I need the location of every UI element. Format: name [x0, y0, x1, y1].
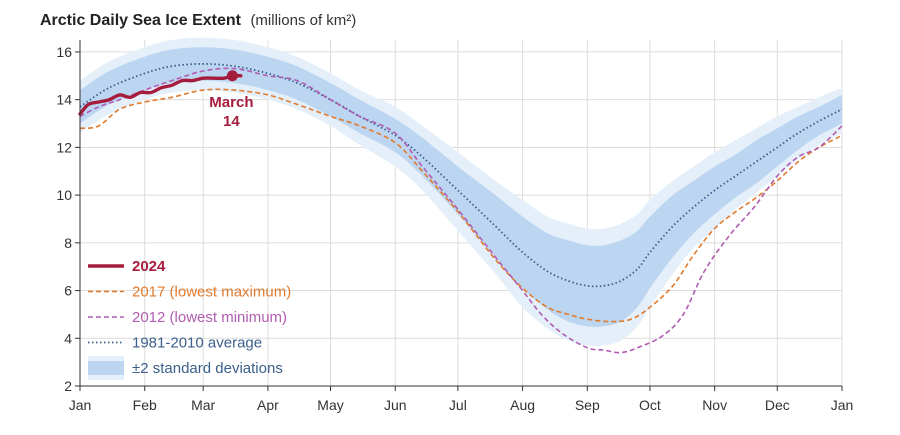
x-tick-label-3: Apr — [257, 397, 279, 413]
legend-band-swatch — [88, 361, 124, 375]
y-tick-label-16: 16 — [56, 44, 72, 60]
y-tick-label-2: 2 — [64, 378, 72, 394]
y-tick-label-10: 10 — [56, 187, 72, 203]
x-tick-label-4: May — [317, 397, 343, 413]
legend-label-4: ±2 standard deviations — [132, 360, 283, 377]
annotation-line-2: 14 — [223, 113, 240, 130]
y-tick-label-4: 4 — [64, 330, 72, 346]
chart-title-main: Arctic Daily Sea Ice Extent — [40, 12, 242, 29]
series-3-line — [79, 62, 843, 288]
std-dev-band — [80, 47, 842, 327]
legend-label-3: 1981-2010 average — [132, 335, 262, 352]
march-14-point — [226, 70, 238, 82]
annotation: March 14 — [209, 70, 253, 130]
y-tick-label-8: 8 — [64, 235, 72, 251]
series-0-line — [78, 73, 243, 116]
legend-label-2: 2012 (lowest minimum) — [132, 309, 287, 326]
series-lines — [78, 62, 843, 354]
chart-title-unit: (millions of km²) — [250, 12, 356, 29]
chart-title: Arctic Daily Sea Ice Extent (millions of… — [40, 12, 356, 29]
legend-label-0: 2024 — [132, 258, 166, 275]
series-2-line — [79, 67, 843, 354]
x-tick-label-0: Jan — [69, 397, 92, 413]
x-tick-label-10: Nov — [702, 397, 727, 413]
x-tick-label-2: Mar — [191, 397, 215, 413]
x-tick-label-12: Jan — [831, 397, 854, 413]
legend: 2024 2017 (lowest maximum) 2012 (lowest mi… — [88, 258, 291, 380]
y-tick-label-12: 12 — [56, 139, 72, 155]
std-dev-bands — [80, 37, 842, 346]
legend-label-1: 2017 (lowest maximum) — [132, 284, 291, 301]
x-tick-label-9: Oct — [639, 397, 661, 413]
y-tick-label-6: 6 — [64, 283, 72, 299]
x-tick-label-8: Sep — [575, 397, 600, 413]
x-tick-label-1: Feb — [133, 397, 157, 413]
x-tick-label-11: Dec — [765, 397, 790, 413]
y-tick-label-14: 14 — [56, 92, 72, 108]
axes: Jan Feb Mar Apr May Jun Jul Aug Sep Oct Nov Dec Jan 2… — [56, 40, 853, 413]
series-1-line — [79, 88, 843, 323]
x-tick-label-6: Jul — [449, 397, 467, 413]
x-tick-label-5: Jun — [384, 397, 407, 413]
x-tick-label-7: Aug — [510, 397, 535, 413]
annotation-line-1: March — [209, 94, 253, 111]
